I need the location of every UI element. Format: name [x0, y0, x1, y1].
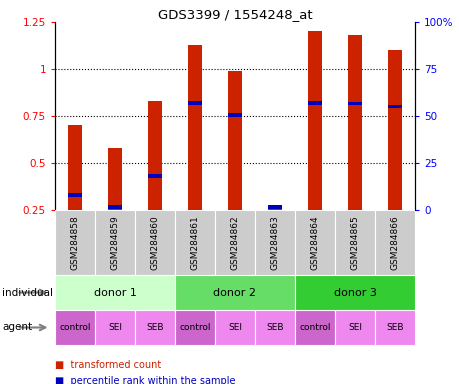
- Text: ■  transformed count: ■ transformed count: [55, 360, 161, 370]
- Bar: [148, 174, 162, 178]
- Bar: [374, 210, 414, 275]
- Bar: [294, 210, 334, 275]
- Bar: [108, 205, 122, 209]
- Bar: [294, 310, 334, 345]
- Bar: [108, 148, 122, 210]
- Text: SEI: SEI: [108, 323, 122, 332]
- Title: GDS3399 / 1554248_at: GDS3399 / 1554248_at: [157, 8, 312, 21]
- Bar: [228, 113, 241, 117]
- Text: control: control: [299, 323, 330, 332]
- Bar: [268, 206, 281, 210]
- Text: control: control: [179, 323, 210, 332]
- Text: SEB: SEB: [266, 323, 283, 332]
- Bar: [268, 205, 281, 209]
- Bar: [387, 105, 401, 108]
- Bar: [214, 310, 254, 345]
- Text: GSM284863: GSM284863: [270, 215, 279, 270]
- Bar: [148, 101, 162, 210]
- Text: GSM284861: GSM284861: [190, 215, 199, 270]
- Text: GSM284864: GSM284864: [310, 215, 319, 270]
- Text: GSM284860: GSM284860: [150, 215, 159, 270]
- Text: GSM284859: GSM284859: [110, 215, 119, 270]
- Bar: [387, 50, 401, 210]
- Bar: [308, 101, 321, 104]
- Bar: [55, 275, 174, 310]
- Text: ■  percentile rank within the sample: ■ percentile rank within the sample: [55, 376, 235, 384]
- Bar: [95, 310, 134, 345]
- Text: SEI: SEI: [228, 323, 241, 332]
- Bar: [188, 101, 202, 104]
- Bar: [374, 310, 414, 345]
- Text: individual: individual: [2, 288, 53, 298]
- Bar: [294, 275, 414, 310]
- Bar: [95, 210, 134, 275]
- Bar: [188, 45, 202, 210]
- Bar: [254, 310, 294, 345]
- Bar: [174, 310, 214, 345]
- Bar: [214, 210, 254, 275]
- Bar: [134, 310, 174, 345]
- Bar: [347, 35, 361, 210]
- Bar: [55, 310, 95, 345]
- Text: donor 1: donor 1: [93, 288, 136, 298]
- Text: control: control: [59, 323, 90, 332]
- Text: GSM284858: GSM284858: [70, 215, 79, 270]
- Bar: [68, 193, 82, 197]
- Text: GSM284865: GSM284865: [350, 215, 359, 270]
- Text: SEB: SEB: [386, 323, 403, 332]
- Text: GSM284866: GSM284866: [390, 215, 398, 270]
- Bar: [308, 31, 321, 210]
- Text: SEB: SEB: [146, 323, 163, 332]
- Bar: [334, 210, 374, 275]
- Bar: [334, 310, 374, 345]
- Text: SEI: SEI: [347, 323, 361, 332]
- Bar: [228, 71, 241, 210]
- Text: donor 3: donor 3: [333, 288, 375, 298]
- Bar: [347, 102, 361, 106]
- Text: donor 2: donor 2: [213, 288, 256, 298]
- Bar: [134, 210, 174, 275]
- Text: agent: agent: [2, 323, 32, 333]
- Bar: [68, 126, 82, 210]
- Bar: [254, 210, 294, 275]
- Bar: [55, 210, 95, 275]
- Bar: [174, 275, 294, 310]
- Text: GSM284862: GSM284862: [230, 215, 239, 270]
- Bar: [174, 210, 214, 275]
